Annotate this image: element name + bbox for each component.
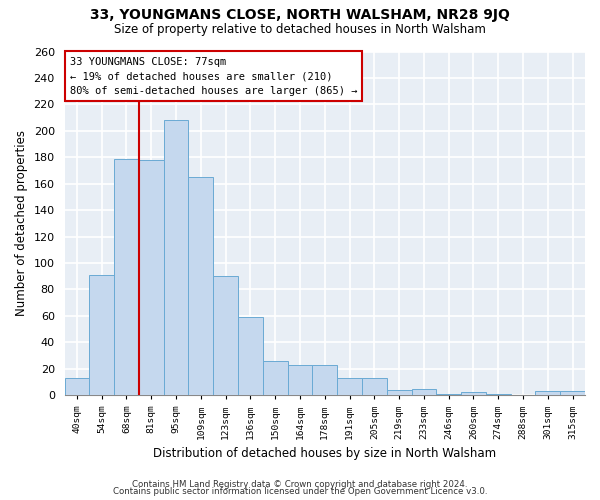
Bar bbox=[387, 390, 412, 395]
Bar bbox=[337, 378, 362, 395]
Bar bbox=[188, 177, 213, 395]
Bar bbox=[65, 378, 89, 395]
Bar bbox=[164, 120, 188, 395]
Text: 33 YOUNGMANS CLOSE: 77sqm
← 19% of detached houses are smaller (210)
80% of semi: 33 YOUNGMANS CLOSE: 77sqm ← 19% of detac… bbox=[70, 56, 357, 96]
Text: Size of property relative to detached houses in North Walsham: Size of property relative to detached ho… bbox=[114, 22, 486, 36]
Y-axis label: Number of detached properties: Number of detached properties bbox=[15, 130, 28, 316]
Bar bbox=[238, 317, 263, 395]
Bar bbox=[436, 394, 461, 395]
Text: 33, YOUNGMANS CLOSE, NORTH WALSHAM, NR28 9JQ: 33, YOUNGMANS CLOSE, NORTH WALSHAM, NR28… bbox=[90, 8, 510, 22]
Bar bbox=[461, 392, 486, 395]
Bar bbox=[362, 378, 387, 395]
Bar bbox=[486, 394, 511, 395]
Bar bbox=[535, 391, 560, 395]
X-axis label: Distribution of detached houses by size in North Walsham: Distribution of detached houses by size … bbox=[153, 447, 496, 460]
Bar bbox=[89, 275, 114, 395]
Bar bbox=[263, 361, 287, 395]
Bar bbox=[560, 391, 585, 395]
Bar bbox=[114, 158, 139, 395]
Bar bbox=[412, 388, 436, 395]
Bar bbox=[313, 364, 337, 395]
Bar bbox=[213, 276, 238, 395]
Bar bbox=[287, 364, 313, 395]
Text: Contains public sector information licensed under the Open Government Licence v3: Contains public sector information licen… bbox=[113, 487, 487, 496]
Bar bbox=[139, 160, 164, 395]
Text: Contains HM Land Registry data © Crown copyright and database right 2024.: Contains HM Land Registry data © Crown c… bbox=[132, 480, 468, 489]
